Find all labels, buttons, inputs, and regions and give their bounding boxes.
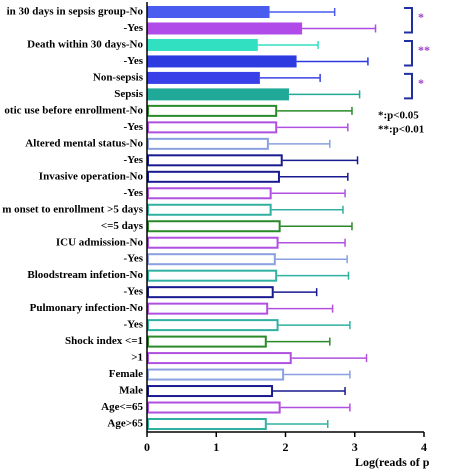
y-tick-label: Pulmonary infection-No <box>30 302 144 314</box>
bar <box>147 38 258 51</box>
y-tick-label: -Yes <box>123 286 143 298</box>
bar <box>147 401 281 414</box>
bar <box>147 6 270 18</box>
y-tick-label: Non-sepsis <box>93 71 144 83</box>
bar <box>147 203 272 216</box>
bracket <box>404 7 413 34</box>
bracket <box>404 72 413 100</box>
bar <box>147 253 276 266</box>
y-tick-label: Bloodstream infetion-No <box>27 269 143 281</box>
y-tick-label: -Yes <box>123 253 143 265</box>
y-tick-label: Death within 30 days-No <box>27 38 143 50</box>
y-tick-label: -Yes <box>123 55 143 67</box>
bar <box>147 22 303 35</box>
bar <box>147 121 278 134</box>
y-tick-label: -Yes <box>123 319 143 331</box>
bar <box>147 71 260 84</box>
y-tick-label: -Yes <box>123 187 143 199</box>
bracket <box>404 39 413 67</box>
y-tick-label: -Yes <box>123 154 143 166</box>
y-tick-label: -Yes <box>123 121 143 133</box>
bar <box>147 385 274 398</box>
bar <box>147 368 285 381</box>
bar <box>147 104 278 117</box>
y-tick-label: Shock index <=1 <box>65 335 143 347</box>
bar <box>147 170 280 183</box>
y-tick-label: otic use before enrollment-No <box>4 104 143 116</box>
bar <box>147 319 279 332</box>
x-axis-label: Log(reads of p <box>355 455 430 469</box>
bar <box>147 286 274 299</box>
bar <box>147 55 297 68</box>
y-tick-label: <=5 days <box>101 220 144 232</box>
y-tick-label: >1 <box>131 352 143 364</box>
bar <box>147 418 267 430</box>
y-tick-label: ICU admission-No <box>56 236 144 248</box>
bar <box>147 302 269 315</box>
legend-text: *:p<0.05 <box>378 110 419 122</box>
y-tick-label: Sepsis <box>114 88 143 100</box>
annotation: * <box>418 10 424 24</box>
bar <box>147 187 272 200</box>
x-tick-label: 3 <box>352 440 358 454</box>
y-tick-label: in 30 days in sepsis group-No <box>7 6 144 18</box>
bar <box>147 88 289 101</box>
x-tick-label: 4 <box>421 440 427 454</box>
y-tick-label: Female <box>109 368 143 380</box>
bar <box>147 220 281 233</box>
y-tick-label: Altered mental status-No <box>25 137 143 149</box>
annotation: ** <box>418 43 430 57</box>
bar <box>147 352 292 365</box>
y-tick-label: m onset to enrollment >5 days <box>2 203 144 215</box>
x-tick-label: 2 <box>283 440 289 454</box>
bar <box>147 335 267 348</box>
x-tick-label: 1 <box>213 440 219 454</box>
y-tick-label: Age<=65 <box>101 401 143 413</box>
legend-text: **:p<0.01 <box>378 124 424 136</box>
x-tick-label: 0 <box>144 440 150 454</box>
bar <box>147 154 283 167</box>
bar <box>147 137 269 150</box>
bar <box>147 269 278 282</box>
y-tick-label: -Yes <box>123 22 143 34</box>
annotation: * <box>418 76 424 90</box>
y-tick-label: Age>65 <box>107 418 143 430</box>
bar <box>147 236 279 249</box>
y-tick-label: Invasive operation-No <box>39 170 144 182</box>
y-tick-label: Male <box>119 385 143 397</box>
